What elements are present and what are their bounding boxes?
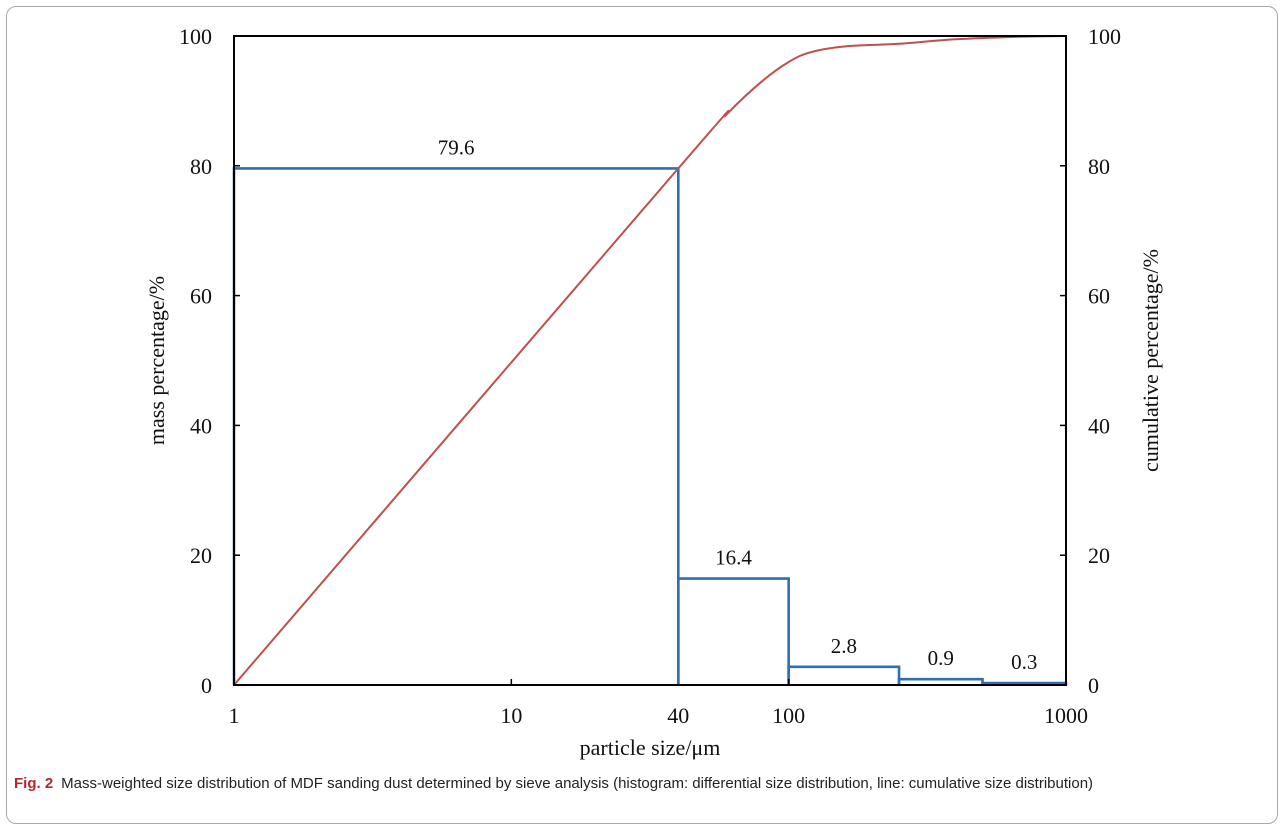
bar-value-label: 0.9: [928, 646, 954, 670]
cumulative-line: [233, 35, 1067, 686]
caption-text: Mass-weighted size distribution of MDF s…: [61, 775, 1094, 792]
plot-area: 79.6 16.4 2.8 0.9 0.3: [232, 35, 1068, 686]
y-tick-label-left: 20: [190, 543, 212, 568]
x-tick-label: 40: [667, 703, 689, 728]
y-tick-label-left: 40: [190, 413, 212, 438]
y-tick-label-right: 40: [1088, 413, 1110, 438]
y-tick-label-left: 100: [179, 24, 212, 49]
bar-value-label: 0.3: [1011, 650, 1037, 674]
y-tick-label-left: 60: [190, 284, 212, 309]
x-axis-title: particle size/μm: [580, 735, 721, 760]
y-tick-label-right: 100: [1088, 24, 1121, 49]
y-tick-label-right: 80: [1088, 154, 1110, 179]
y-tick-label-left: 0: [201, 673, 212, 698]
y-tick-label-right: 60: [1088, 284, 1110, 309]
x-tick-label: 100: [772, 703, 805, 728]
figure-number: Fig. 2: [14, 775, 54, 792]
histogram-bar: [787, 665, 901, 685]
y-tick-label-right: 0: [1088, 673, 1099, 698]
x-tick-label: 1000: [1044, 703, 1088, 728]
tick-labels: 0 0 20 20 40 40 60 60 80 80 100 100 1 10 40 100 1000: [179, 24, 1121, 728]
histogram-bar: [677, 577, 790, 685]
right-y-axis-title: cumulative percentage/%: [1138, 249, 1163, 472]
bar-value-label: 16.4: [715, 546, 752, 570]
y-tick-label-right: 20: [1088, 543, 1110, 568]
x-tick-label: 1: [229, 703, 240, 728]
chart-svg: 79.6 16.4 2.8 0.9 0.3 0 0 20 20 40 40 60 60 80 80 100 1…: [144, 24, 1163, 760]
left-y-axis-title: mass percentage/%: [144, 276, 169, 445]
plot-border: [233, 35, 1067, 686]
bar-value-label: 2.8: [831, 634, 857, 658]
bar-value-label: 79.6: [438, 135, 475, 159]
x-tick-label: 10: [500, 703, 522, 728]
y-tick-label-left: 80: [190, 154, 212, 179]
figure-caption: Fig. 2 Mass-weighted size distribution of…: [14, 773, 1269, 795]
